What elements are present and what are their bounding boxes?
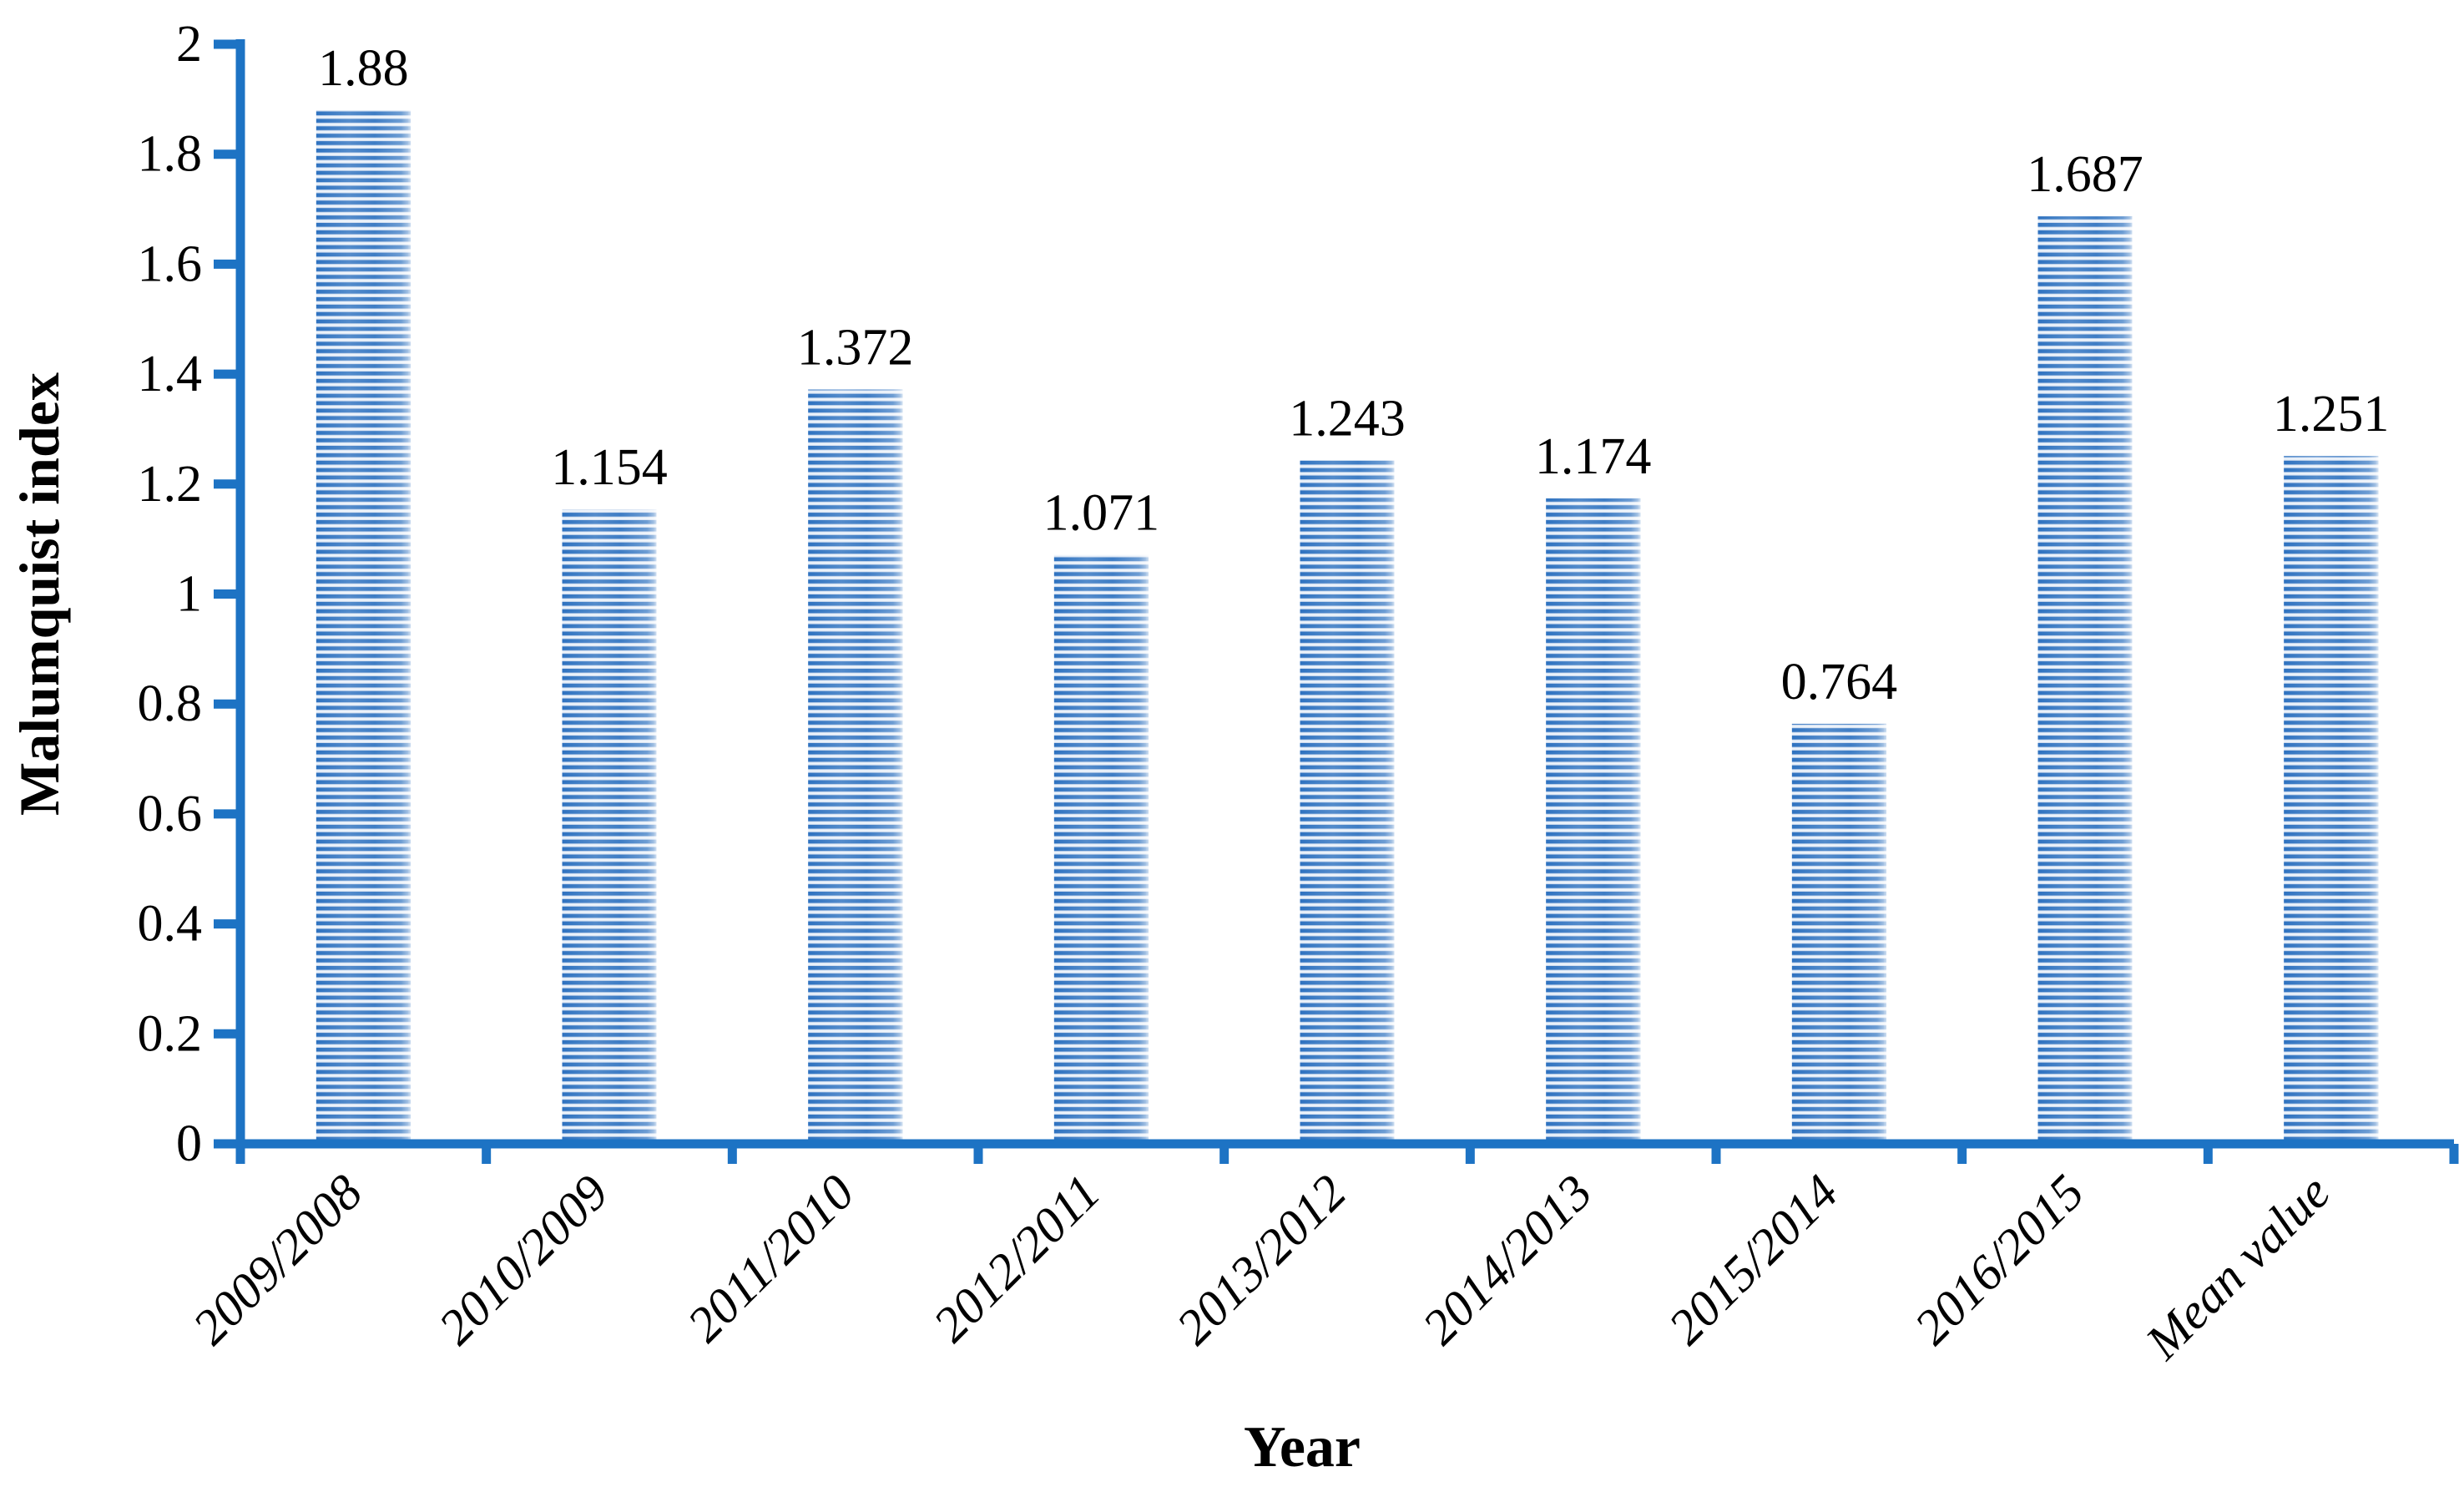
x-category-label: Mean value xyxy=(2134,1165,2340,1370)
bar-group-2009/2008: 1.88 xyxy=(316,40,411,1149)
bar-value-label: 1.243 xyxy=(1289,390,1406,447)
bar-sheen-2013/2012 xyxy=(1300,460,1395,1149)
y-tick-label: 1.2 xyxy=(138,456,203,513)
y-tick-label: 0.6 xyxy=(138,786,203,842)
x-category-label: 2012/2011 xyxy=(923,1165,1111,1353)
x-category-label: 2010/2009 xyxy=(428,1165,619,1355)
bar-group-2012/2011: 1.071 xyxy=(1043,485,1160,1149)
bar-group-2014/2013: 1.174 xyxy=(1535,428,1652,1149)
bar-group-Mean value: 1.251 xyxy=(2273,386,2390,1149)
bar-value-label: 1.251 xyxy=(2273,386,2390,443)
bar-sheen-2010/2009 xyxy=(562,509,657,1149)
x-category-label: 2015/2014 xyxy=(1658,1165,1848,1355)
y-tick-label: 0.4 xyxy=(138,896,203,953)
bar-value-label: 1.372 xyxy=(797,320,914,377)
x-axis-title: Year xyxy=(1244,1415,1361,1479)
x-category-label: 2011/2010 xyxy=(677,1165,865,1353)
y-tick-label: 1.4 xyxy=(138,346,203,402)
y-tick-label: 0.2 xyxy=(138,1005,203,1062)
bar-sheen-2011/2010 xyxy=(808,389,903,1149)
bar-value-label: 1.174 xyxy=(1535,428,1652,485)
bar-sheen-2015/2014 xyxy=(1791,723,1886,1149)
bar-sheen-2016/2015 xyxy=(2037,216,2133,1149)
bar-value-label: 1.071 xyxy=(1043,485,1160,542)
bar-value-label: 1.88 xyxy=(318,40,409,97)
y-tick-label: 1 xyxy=(176,566,202,623)
bar-value-label: 0.764 xyxy=(1781,654,1898,711)
bar-sheen-2014/2013 xyxy=(1546,498,1641,1149)
bar-value-label: 1.154 xyxy=(551,439,668,496)
bar-group-2010/2009: 1.154 xyxy=(551,439,668,1149)
x-category-label: 2013/2012 xyxy=(1166,1165,1356,1355)
bar-value-label: 1.687 xyxy=(2027,146,2143,203)
y-tick-label: 0.8 xyxy=(138,675,203,732)
x-category-label: 2009/2008 xyxy=(182,1165,372,1355)
bar-group-2011/2010: 1.372 xyxy=(797,320,914,1149)
bar-sheen-2009/2008 xyxy=(316,110,411,1149)
bar-sheen-2012/2011 xyxy=(1053,554,1149,1149)
bar-group-2013/2012: 1.243 xyxy=(1289,390,1406,1149)
y-tick-label: 1.8 xyxy=(138,126,203,183)
bar-group-2016/2015: 1.687 xyxy=(2027,146,2143,1149)
y-tick-label: 0 xyxy=(176,1115,202,1172)
bar-sheen-Mean value xyxy=(2284,456,2379,1149)
bar-group-2015/2014: 0.764 xyxy=(1781,654,1898,1149)
y-axis-title: Malumquist index xyxy=(8,372,71,816)
x-category-label: 2014/2013 xyxy=(1412,1165,1603,1355)
y-tick-label: 2 xyxy=(176,16,202,73)
y-tick-label: 1.6 xyxy=(138,235,203,292)
x-category-label: 2016/2015 xyxy=(1904,1165,2094,1355)
